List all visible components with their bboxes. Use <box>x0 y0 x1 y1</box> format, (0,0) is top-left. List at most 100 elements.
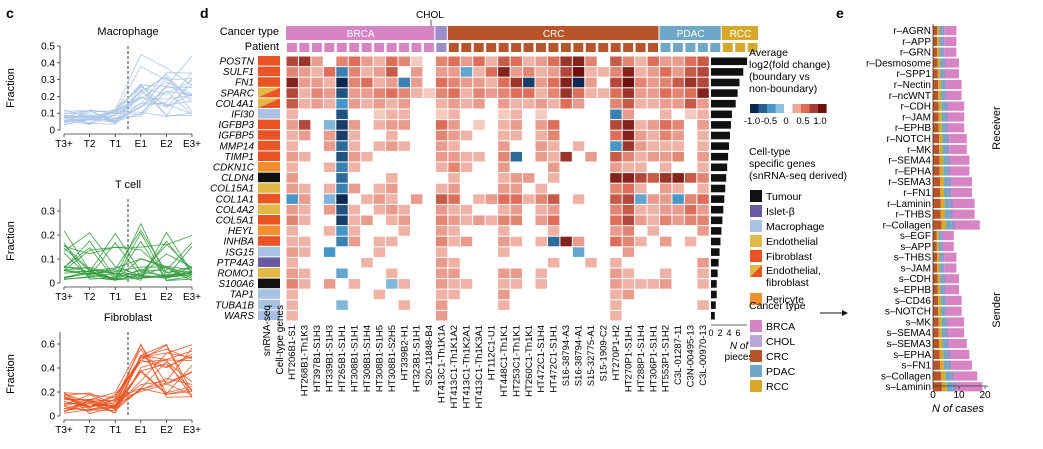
case-bar-segment <box>942 231 954 241</box>
heatmap-cell <box>361 98 373 109</box>
patient-cell <box>635 43 646 52</box>
gene-label: MMP14 <box>220 141 255 152</box>
case-bar-segment <box>947 123 965 133</box>
trajectory-line <box>63 53 193 121</box>
heatmap-cell <box>672 173 684 183</box>
case-bar-segment <box>940 371 946 381</box>
heatmap-cell <box>622 173 635 183</box>
heatmap-cell <box>535 56 547 67</box>
gene-label: CLDN4 <box>221 173 254 184</box>
heatmap-cell <box>647 226 659 236</box>
x-tick-label: T1 <box>109 139 121 150</box>
npieces-bar <box>711 163 728 172</box>
heatmap-cell <box>298 151 311 162</box>
heatmap-cell <box>373 194 386 204</box>
heatmap-cell <box>622 88 635 98</box>
heatmap-cell <box>498 130 510 141</box>
heatmap-cell <box>535 204 547 215</box>
y-axis-label: Fraction <box>5 354 17 394</box>
heatmap-cell <box>298 130 311 141</box>
x-tick-label: E1 <box>135 425 148 436</box>
case-bar-segment <box>933 339 940 349</box>
case-bar-segment <box>936 241 939 251</box>
heatmap-cell <box>572 98 585 109</box>
snrnaseq-label: snRNA-seq <box>262 305 273 356</box>
heatmap-cell <box>635 77 647 88</box>
case-bar-segment <box>939 166 944 176</box>
sample-label: HT270P1-H2 <box>611 325 622 380</box>
heatmap-cell <box>286 67 298 77</box>
interaction-label: r–THBS <box>895 210 931 221</box>
heatmap-cell <box>448 120 460 130</box>
case-bar-segment <box>933 285 938 295</box>
case-bar-segment <box>951 177 972 187</box>
npieces-bar <box>711 110 732 119</box>
case-bar-segment <box>933 220 942 230</box>
sample-label: HT308B1-S1H4 <box>362 325 373 392</box>
case-bar-segment <box>940 360 944 370</box>
sample-label: HT288P1-S1H4 <box>636 325 647 392</box>
heatmap-cell <box>435 194 448 204</box>
case-bar-segment <box>950 371 955 381</box>
heatmap-cell <box>286 194 298 204</box>
heatmap-cell <box>610 162 622 173</box>
trajectory-line <box>63 378 193 406</box>
celltype-genes-label: Cell-type genes <box>275 305 286 374</box>
celltype-legend-title: Cell-type <box>749 146 791 158</box>
heatmap-cell <box>498 247 510 257</box>
x-tick-label: E2 <box>160 139 173 150</box>
heatmap-cell <box>510 173 523 183</box>
case-bar-segment <box>940 198 945 208</box>
heat-legend-title: Average <box>749 47 788 59</box>
heatmap-cell <box>535 236 547 247</box>
heatmap-cell <box>610 279 622 289</box>
patient-cell <box>311 43 322 52</box>
case-bar-segment <box>933 36 938 46</box>
heatmap-cell <box>635 183 647 194</box>
case-bar-segment <box>946 90 962 100</box>
case-bar-segment <box>946 382 953 392</box>
chol-label: CHOL <box>416 10 444 21</box>
heatmap-cell <box>660 88 672 98</box>
heatmap-cell <box>523 88 535 98</box>
case-bar-segment <box>949 144 967 154</box>
heatmap-cell <box>298 67 311 77</box>
sample-label: HT270P1-S1H1 <box>623 325 634 392</box>
npieces-bar <box>711 290 717 299</box>
heatmap-cell <box>535 88 547 98</box>
heatmap-cell <box>610 194 622 204</box>
heatmap-cell <box>535 215 547 226</box>
heatmap-cell <box>435 247 448 257</box>
heatmap-cell <box>435 268 448 279</box>
heatmap-cell <box>348 226 361 236</box>
heatmap-cell <box>460 77 473 88</box>
case-bar-segment <box>946 295 962 305</box>
case-bar-segment <box>941 317 946 327</box>
heatmap-cell <box>510 194 523 204</box>
sample-label: HT253C1-Th1K1 <box>511 325 522 397</box>
heatmap-cell <box>610 109 622 120</box>
npieces-bar <box>711 68 744 76</box>
heatmap-cell <box>336 226 348 236</box>
heatmap-cell <box>323 194 336 204</box>
case-bar-segment <box>949 198 953 208</box>
heatmap-cell <box>585 257 597 268</box>
heatmap-cell <box>622 194 635 204</box>
heatmap-cell <box>286 141 298 151</box>
patient-cell <box>523 43 534 52</box>
heatmap-cell <box>610 257 622 268</box>
heatmap-cell <box>448 77 460 88</box>
case-bar-segment <box>941 328 946 338</box>
case-bar-segment <box>941 295 945 305</box>
heatmap-cell <box>323 204 336 215</box>
subplot-title: T cell <box>115 179 141 191</box>
heatmap-cell <box>684 88 697 98</box>
heatmap-cell <box>660 56 672 67</box>
heatmap-cell <box>423 88 435 98</box>
interaction-label: s–JAM <box>900 263 931 274</box>
heatmap-cell <box>386 77 398 88</box>
patient-cell <box>386 43 397 52</box>
heatmap-cell <box>647 130 659 141</box>
heatmap-cell <box>535 120 547 130</box>
interaction-label: s–FN1 <box>902 361 932 372</box>
